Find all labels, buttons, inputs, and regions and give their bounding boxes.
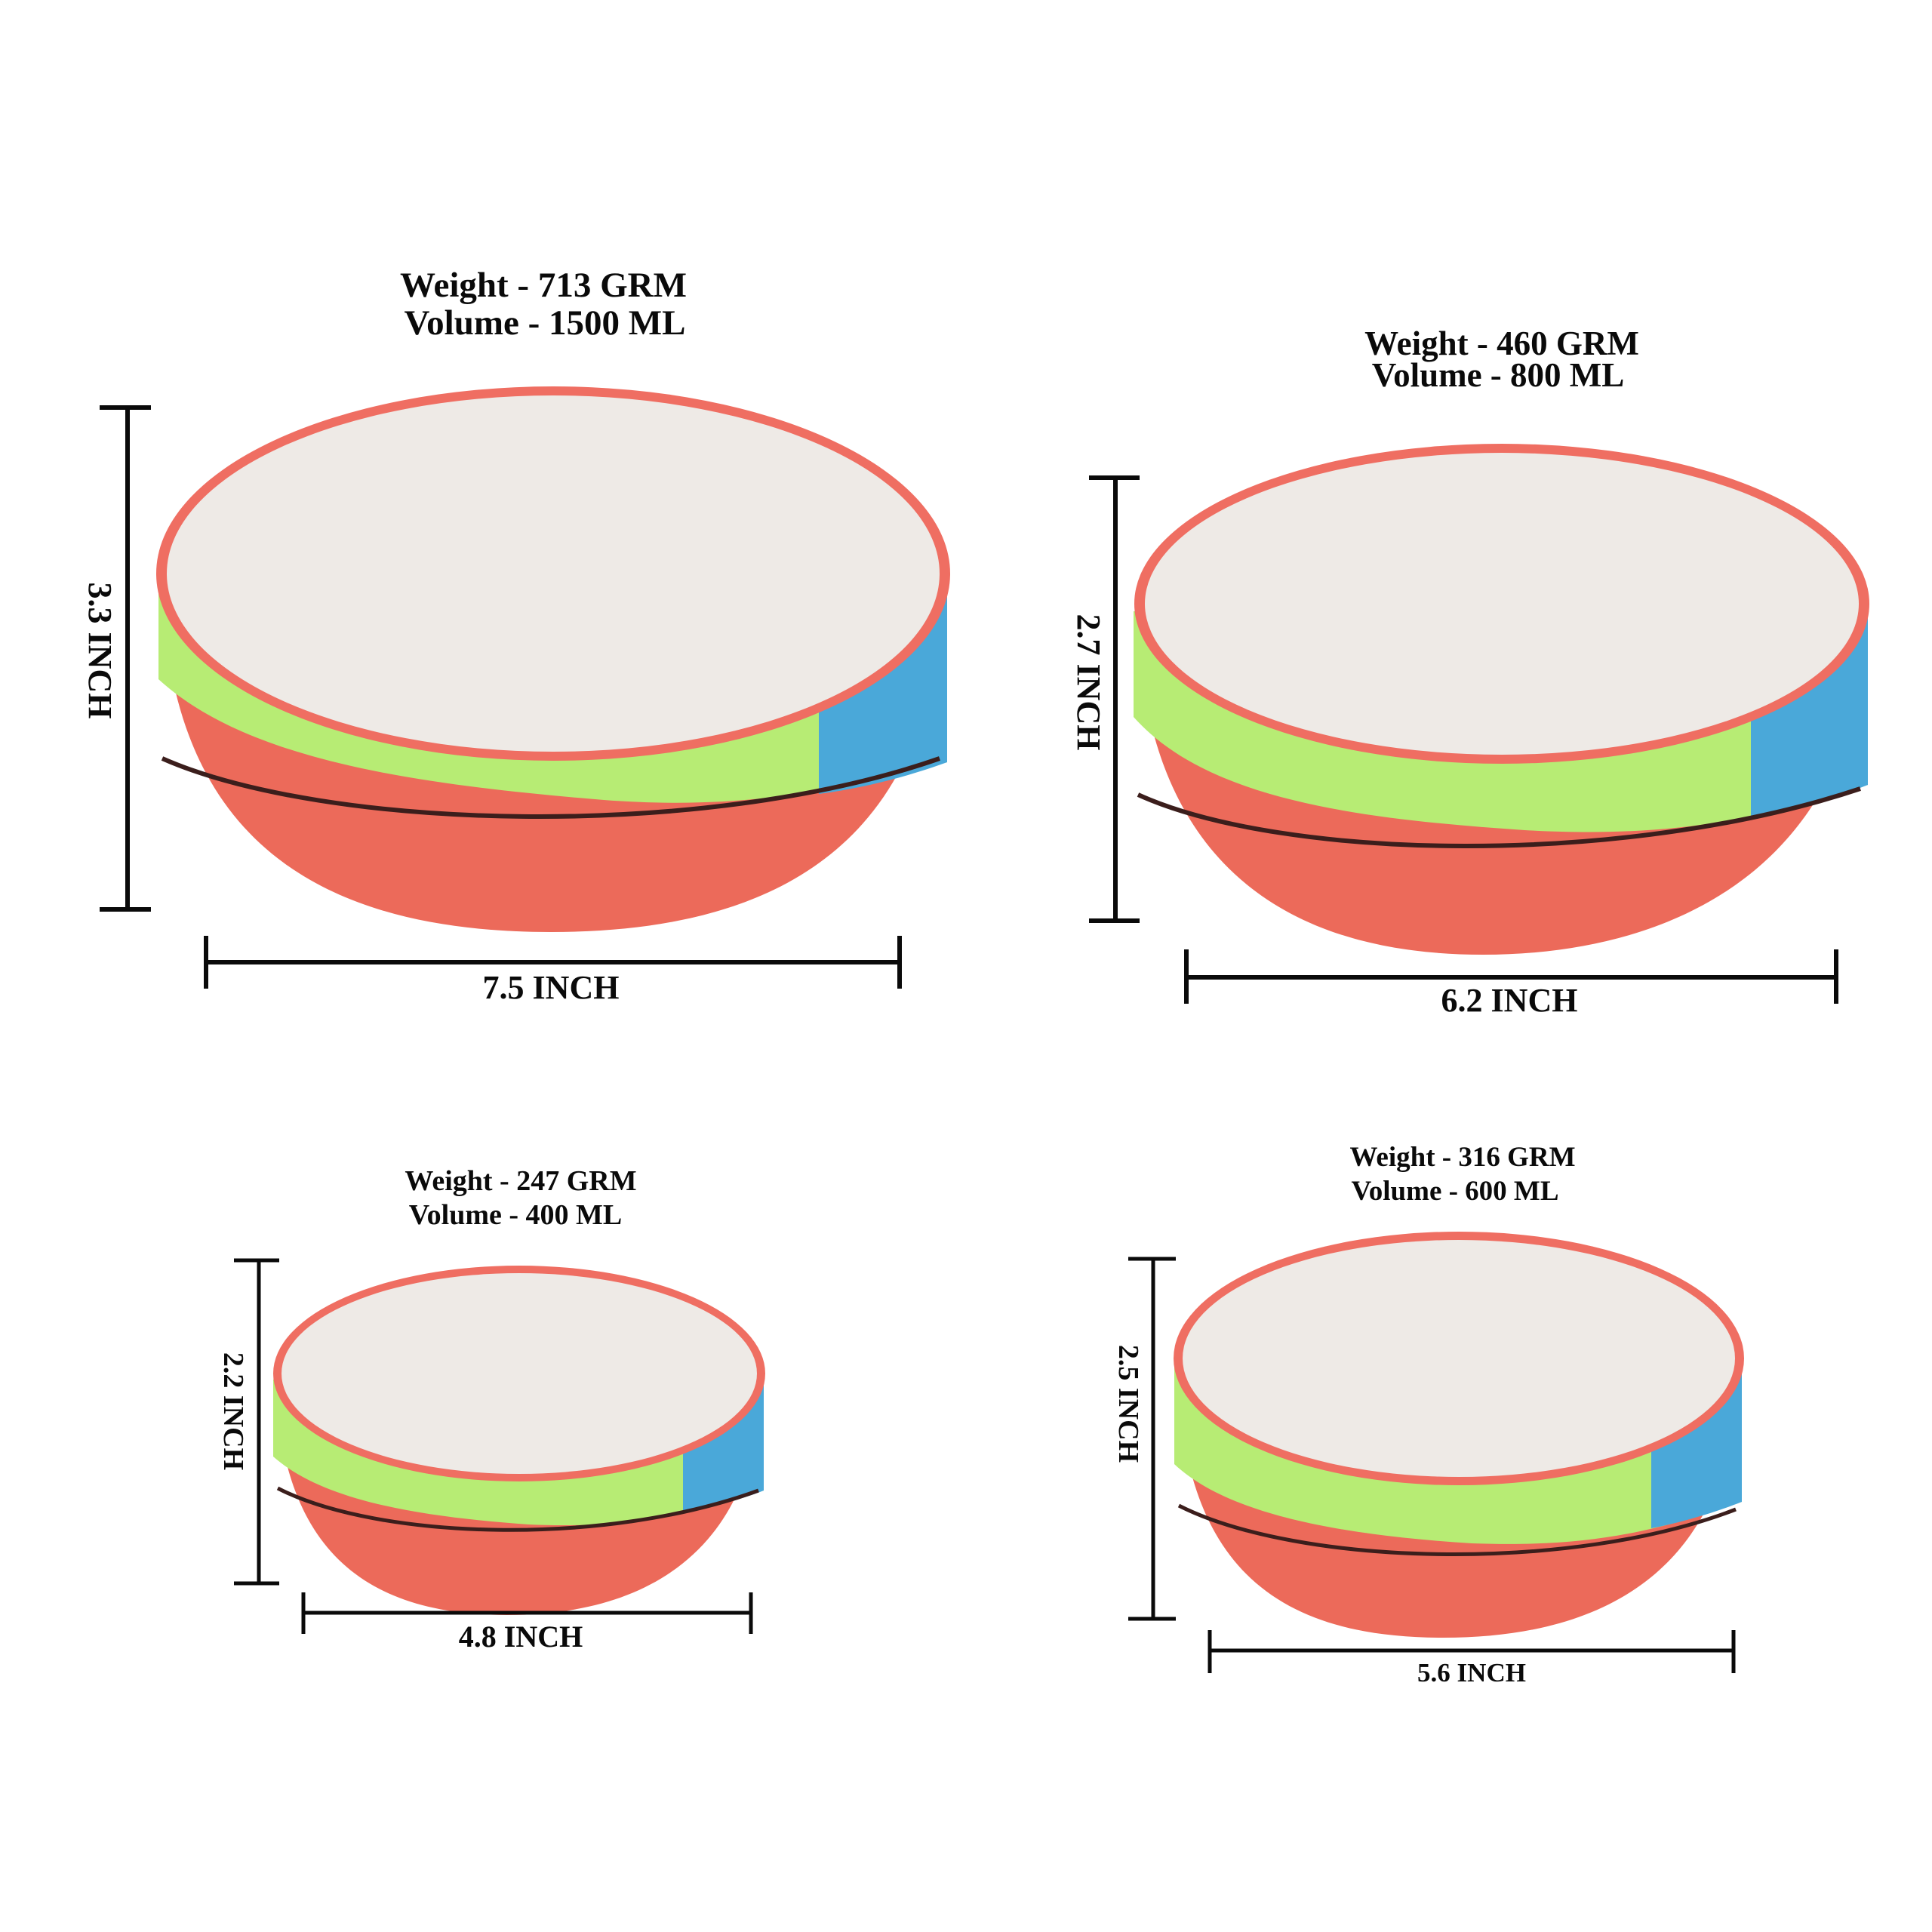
height-dimension-line: [1128, 1257, 1176, 1621]
width-dimension-line: [204, 936, 902, 989]
volume-label: Volume - 400 ML: [409, 1199, 623, 1231]
volume-label: Volume - 1500 ML: [405, 303, 686, 343]
bowl-large: 3.3 INCH 7.5 INCH Weight - 713 GRM Volum…: [82, 266, 950, 1006]
volume-label: Volume - 800 ML: [1372, 356, 1625, 394]
width-dimension-line: [1208, 1630, 1736, 1673]
width-label: 7.5 INCH: [483, 969, 620, 1006]
bowl-large-image: [156, 386, 950, 932]
height-label: 2.2 INCH: [217, 1352, 249, 1470]
bowl-small-medium: 2.5 INCH 5.6 INCH Weight - 316 GRM Volum…: [1112, 1142, 1744, 1687]
width-label: 6.2 INCH: [1441, 982, 1578, 1019]
bowl-small-medium-image: [1174, 1232, 1744, 1638]
height-label: 3.3 INCH: [82, 583, 118, 719]
width-label: 4.8 INCH: [459, 1620, 583, 1654]
width-dimension-line: [301, 1592, 753, 1634]
volume-label: Volume - 600 ML: [1351, 1176, 1558, 1207]
height-label: 2.7 INCH: [1070, 614, 1107, 751]
weight-label: Weight - 713 GRM: [400, 266, 687, 305]
weight-label: Weight - 460 GRM: [1364, 325, 1639, 362]
weight-label: Weight - 316 GRM: [1349, 1142, 1575, 1173]
height-dimension-line: [100, 405, 151, 912]
width-dimension-line: [1184, 949, 1838, 1004]
bowl-medium: 2.7 INCH 6.2 INCH Weight - 460 GRM Volum…: [1070, 325, 1869, 1019]
weight-label: Weight - 247 GRM: [405, 1165, 636, 1197]
width-label: 5.6 INCH: [1417, 1658, 1526, 1687]
bowl-small: 2.2 INCH 4.8 INCH Weight - 247 GRM Volum…: [217, 1165, 765, 1654]
bowl-medium-image: [1134, 444, 1869, 955]
height-label: 2.5 INCH: [1112, 1345, 1144, 1463]
height-dimension-line: [1089, 475, 1140, 923]
height-dimension-line: [234, 1258, 279, 1586]
bowl-small-image: [273, 1266, 765, 1615]
